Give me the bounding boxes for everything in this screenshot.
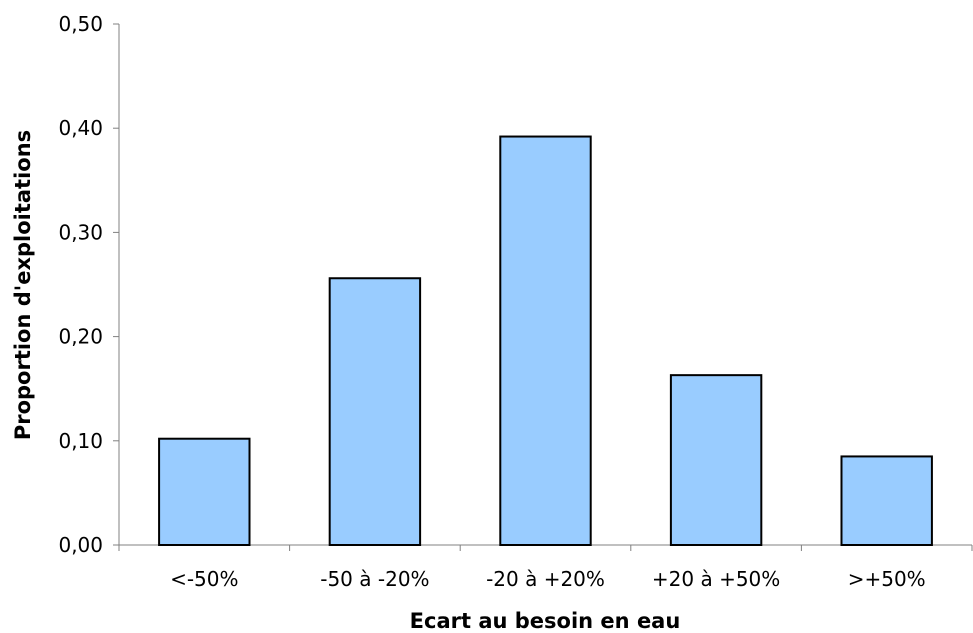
x-tick-label: -50 à -20%	[320, 567, 429, 591]
bar	[669, 374, 763, 546]
y-tick-label: 0,10	[58, 429, 103, 453]
x-tick-label: -20 à +20%	[486, 567, 605, 591]
x-tick-label: >+50%	[848, 567, 926, 591]
y-tick-label: 0,40	[58, 116, 103, 140]
x-axis-title: Ecart au besoin en eau	[410, 609, 681, 633]
y-tick-label: 0,00	[58, 533, 103, 557]
x-tick-label: <-50%	[170, 567, 238, 591]
bar	[158, 437, 251, 546]
y-tick-label: 0,20	[58, 325, 103, 349]
y-axis-title: Proportion d'exploitations	[11, 130, 35, 440]
y-tick-label: 0,50	[58, 12, 103, 36]
bar	[840, 455, 933, 546]
x-tick-label: +20 à +50%	[652, 567, 780, 591]
x-axis: <-50% -50 à -20% -20 à +20% +20 à +50% >+50%	[118, 544, 973, 591]
y-axis: 0,00 0,10 0,20 0,30 0,40 0,50	[58, 12, 120, 557]
bar	[328, 277, 422, 546]
bar	[499, 135, 592, 546]
bars	[158, 135, 933, 546]
y-tick-label: 0,30	[58, 220, 103, 244]
